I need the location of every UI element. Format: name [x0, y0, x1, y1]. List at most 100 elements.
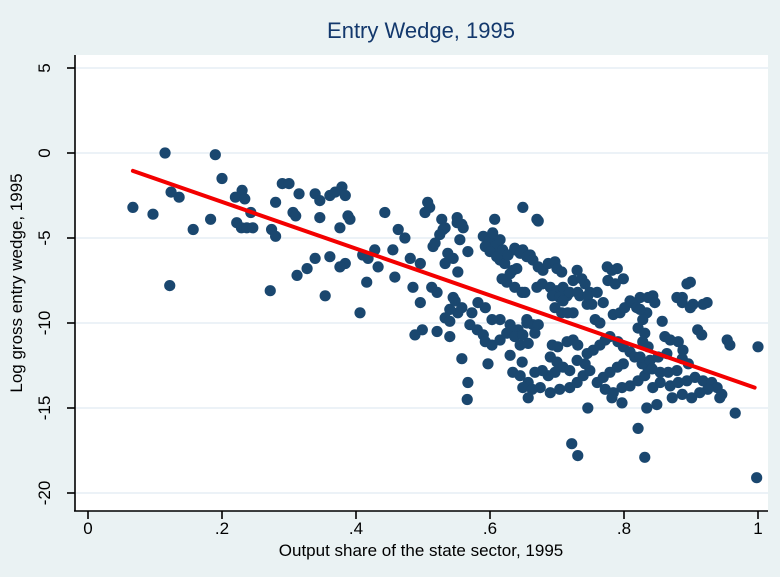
data-point — [314, 212, 326, 224]
data-point — [677, 344, 689, 356]
data-point — [694, 387, 706, 399]
data-point — [566, 438, 578, 450]
data-point — [529, 327, 541, 339]
data-point — [456, 218, 468, 230]
data-point — [354, 307, 366, 319]
data-point — [751, 472, 763, 484]
data-point — [447, 252, 459, 264]
data-point — [479, 302, 491, 314]
x-tick-label: .2 — [214, 519, 230, 538]
data-point — [293, 188, 305, 200]
data-point — [634, 291, 646, 304]
data-point — [504, 268, 516, 280]
data-point — [672, 336, 684, 348]
data-point — [662, 366, 674, 378]
data-point — [319, 290, 331, 302]
data-point — [611, 263, 623, 275]
data-point — [209, 149, 221, 161]
data-point — [714, 392, 726, 404]
data-point — [519, 286, 531, 298]
data-point — [334, 222, 346, 234]
data-point — [639, 327, 651, 339]
data-point — [324, 251, 336, 263]
data-point — [392, 223, 404, 236]
data-point — [697, 298, 709, 310]
data-point — [270, 230, 282, 242]
data-point — [301, 263, 313, 275]
data-point — [591, 376, 603, 389]
data-point — [334, 261, 346, 273]
data-point — [291, 269, 303, 281]
data-point — [676, 297, 688, 309]
data-point — [582, 290, 594, 302]
data-point — [517, 329, 529, 341]
x-tick-label: 0 — [83, 519, 93, 538]
data-point — [594, 317, 606, 329]
data-point — [187, 223, 199, 236]
data-point — [444, 315, 456, 327]
fit-line — [130, 168, 757, 390]
data-point — [494, 314, 506, 326]
data-point — [531, 281, 543, 293]
data-point — [173, 191, 185, 203]
data-point — [429, 237, 441, 249]
data-point — [247, 222, 259, 234]
data-point — [606, 392, 618, 404]
data-point — [239, 193, 251, 205]
data-point — [127, 201, 139, 213]
x-tick-label: .6 — [482, 519, 498, 538]
data-point — [567, 274, 579, 287]
data-point — [431, 325, 443, 338]
data-point — [517, 201, 529, 213]
plot-area — [75, 55, 768, 511]
data-point — [532, 215, 544, 227]
data-point — [572, 450, 584, 462]
data-point — [579, 278, 591, 290]
data-point — [617, 273, 629, 285]
data-point — [521, 317, 533, 329]
data-point — [544, 387, 556, 399]
data-point — [641, 402, 653, 414]
data-point — [729, 407, 741, 419]
data-point — [290, 210, 302, 222]
data-point — [487, 227, 499, 239]
y-tick-label: -20 — [35, 480, 54, 506]
data-point — [552, 341, 564, 353]
data-point — [639, 451, 651, 463]
data-point — [165, 186, 177, 198]
data-point — [486, 314, 498, 326]
data-point — [444, 331, 456, 343]
y-tick-label: 0 — [35, 148, 54, 158]
data-point — [462, 246, 474, 258]
data-point — [532, 319, 544, 331]
data-point — [656, 315, 668, 327]
data-point — [164, 280, 176, 292]
data-point — [564, 286, 576, 298]
data-point — [486, 339, 498, 351]
data-point — [462, 376, 474, 389]
data-point — [229, 191, 241, 203]
data-point — [522, 337, 534, 349]
data-point — [684, 302, 696, 314]
data-point — [379, 206, 391, 219]
data-point — [571, 264, 583, 276]
data-point — [666, 392, 678, 404]
data-point — [314, 195, 326, 207]
data-point — [147, 208, 159, 220]
data-point — [409, 329, 421, 341]
data-point — [557, 295, 569, 307]
data-point — [499, 257, 511, 270]
data-point — [309, 252, 321, 264]
data-point — [454, 234, 466, 246]
data-point — [517, 382, 529, 394]
data-point — [634, 303, 646, 315]
data-point — [344, 213, 356, 225]
data-point — [649, 297, 661, 309]
data-point — [651, 399, 663, 411]
data-point — [752, 341, 764, 353]
data-point — [564, 365, 576, 377]
x-tick-label: .4 — [348, 519, 364, 538]
data-point — [562, 307, 574, 319]
data-point — [504, 349, 516, 361]
